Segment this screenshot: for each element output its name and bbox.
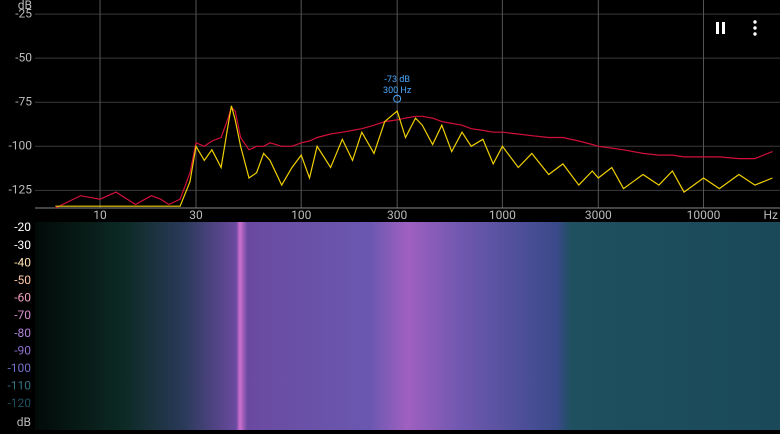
pause-button[interactable] <box>716 22 725 34</box>
cursor-marker <box>393 94 402 103</box>
colorbar-label: -120 <box>7 396 31 410</box>
x-tick-label: 10000 <box>687 208 721 222</box>
x-tick-label: 100 <box>291 208 311 222</box>
colorbar-label: -90 <box>14 343 31 357</box>
spectrum-line <box>55 105 773 207</box>
more-button[interactable] <box>753 20 757 36</box>
spectrogram <box>35 222 780 430</box>
cursor-value: -73 dB <box>384 75 410 85</box>
spectrum-line <box>55 106 773 209</box>
colorbar-label: -60 <box>14 291 31 305</box>
y-tick-label: -100 <box>8 138 32 152</box>
y-tick-label: -50 <box>15 50 32 64</box>
x-unit: Hz <box>763 208 778 222</box>
x-tick-label: 3000 <box>585 208 612 222</box>
colorbar-label: -50 <box>14 273 31 287</box>
y-tick-label: -25 <box>15 6 32 20</box>
colorbar-label: -70 <box>14 308 31 322</box>
colorbar-label: -110 <box>7 379 31 393</box>
y-tick-label: -125 <box>8 183 32 197</box>
y-axis-label: dB <box>18 0 32 12</box>
colorbar-label: -40 <box>14 255 31 269</box>
colorbar-label: -80 <box>14 326 31 340</box>
x-tick-label: 30 <box>189 208 203 222</box>
y-tick-label: -75 <box>15 94 32 108</box>
colorbar-label: -100 <box>7 361 31 375</box>
colorbar-unit: dB <box>17 415 31 429</box>
x-tick-label: 300 <box>387 208 407 222</box>
colorbar-label: -20 <box>14 220 31 234</box>
x-tick-label: 10 <box>93 208 107 222</box>
cursor-freq: 300 Hz <box>383 86 412 96</box>
colorbar-label: -30 <box>14 238 31 252</box>
x-tick-label: 1000 <box>489 208 516 222</box>
